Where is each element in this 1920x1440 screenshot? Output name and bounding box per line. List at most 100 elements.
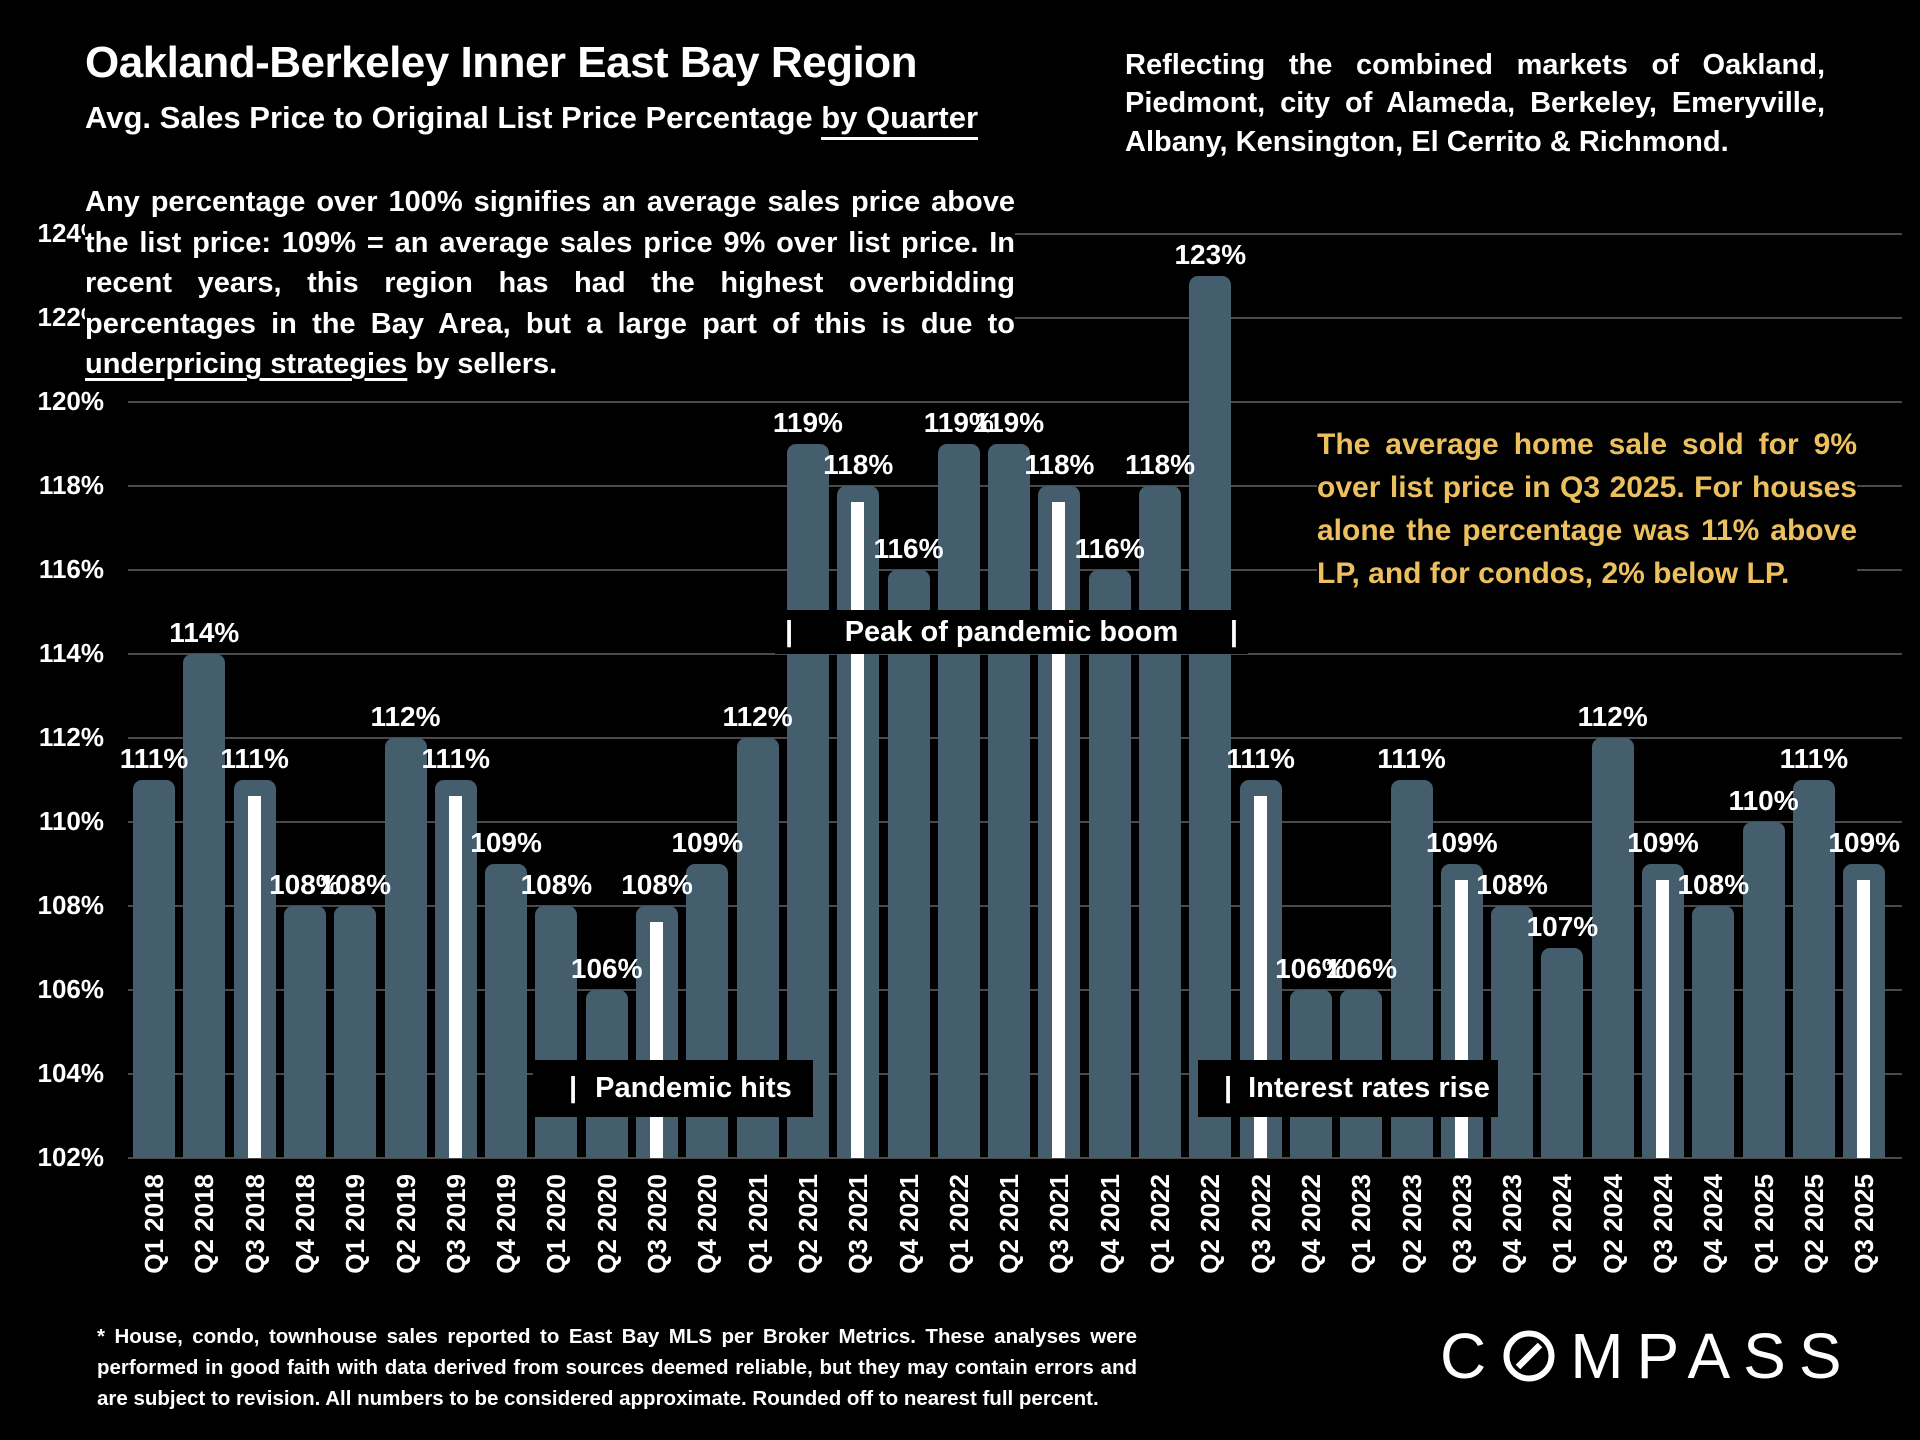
x-axis-tick-label: Q4 2019 bbox=[491, 1174, 522, 1274]
x-axis-tick-label: Q2 2023 bbox=[1396, 1174, 1427, 1274]
bar-q3-2019 bbox=[434, 780, 477, 1158]
bar-value-label: 109% bbox=[470, 827, 542, 858]
q3-highlight-stripe bbox=[1857, 880, 1871, 1158]
gridline-120 bbox=[128, 401, 1902, 403]
bar-q4-2019 bbox=[485, 864, 528, 1158]
bar-q2-2021 bbox=[988, 444, 1031, 1158]
bar-value-label: 111% bbox=[421, 743, 491, 774]
q3-highlight-stripe bbox=[1052, 502, 1066, 1158]
x-axis-tick-label: Q4 2024 bbox=[1698, 1174, 1729, 1274]
x-axis-tick-label: Q1 2019 bbox=[340, 1174, 371, 1274]
logo-letters-mpass: MPASS bbox=[1570, 1320, 1855, 1392]
x-axis-tick-label: Q1 2020 bbox=[541, 1174, 572, 1274]
bar-value-label: 116% bbox=[873, 533, 944, 564]
x-axis-tick-label: Q2 2021 bbox=[994, 1174, 1025, 1274]
x-axis-tick-label: Q2 2022 bbox=[1195, 1174, 1226, 1274]
bar-q2-2021 bbox=[786, 444, 829, 1158]
bar-value-label: 111% bbox=[119, 743, 189, 774]
bar-q4-2023 bbox=[1491, 906, 1534, 1158]
bar-value-label: 119% bbox=[772, 407, 843, 438]
x-axis-tick-label: Q3 2020 bbox=[642, 1174, 672, 1274]
bar-value-label: 109% bbox=[671, 827, 744, 858]
x-axis-tick-label: Q1 2018 bbox=[139, 1174, 169, 1274]
x-axis-tick-label: Q3 2019 bbox=[440, 1174, 471, 1274]
bar-q2-2022 bbox=[1189, 276, 1232, 1158]
annotation-peak-of-pandemic-boom: | Peak of pandemic boom | bbox=[775, 610, 1248, 654]
pipe-marker: | bbox=[1224, 1072, 1233, 1104]
subtitle-text: Avg. Sales Price to Original List Price … bbox=[85, 100, 822, 135]
gridline-124 bbox=[128, 233, 1902, 235]
x-axis-tick-label: Q3 2025 bbox=[1849, 1174, 1880, 1274]
bar-value-label: 108% bbox=[269, 869, 341, 900]
x-axis-tick-label: Q1 2022 bbox=[1145, 1174, 1175, 1274]
x-axis-tick-label: Q3 2022 bbox=[1245, 1174, 1276, 1274]
bar-q1-2019 bbox=[334, 906, 377, 1158]
bar-q2-2025 bbox=[1792, 780, 1835, 1158]
bar-value-label: 111% bbox=[220, 743, 289, 774]
x-axis-tick-label: Q3 2021 bbox=[1044, 1174, 1075, 1274]
y-axis-tick-label: 108% bbox=[37, 890, 105, 920]
bar-q4-2021 bbox=[1088, 570, 1131, 1158]
intro-paragraph: Any percentage over 100% signifies an av… bbox=[85, 182, 1015, 385]
bar-value-label: 106% bbox=[1275, 953, 1347, 984]
bar-q2-2018 bbox=[183, 654, 226, 1158]
bar-q1-2020 bbox=[535, 906, 578, 1158]
bar-q3-2021 bbox=[1038, 486, 1081, 1158]
bar-q1-2018 bbox=[133, 780, 175, 1158]
subtitle-underlined: by Quarter bbox=[821, 100, 979, 140]
x-axis-tick-label: Q3 2018 bbox=[239, 1174, 270, 1274]
x-axis-tick-label: Q2 2025 bbox=[1798, 1174, 1829, 1274]
bar-q3-2020 bbox=[636, 906, 678, 1158]
bar-value-label: 114% bbox=[169, 617, 240, 648]
y-axis-tick-label: 114% bbox=[38, 638, 104, 668]
bar-q3-2021 bbox=[837, 486, 880, 1158]
bar-q4-2024 bbox=[1692, 906, 1735, 1158]
bar-value-label: 109% bbox=[1828, 827, 1900, 858]
bar-q1-2024 bbox=[1541, 948, 1584, 1158]
bar-q3-2025 bbox=[1843, 864, 1886, 1158]
annotation-label: Peak of pandemic boom bbox=[844, 615, 1179, 648]
x-axis-tick-label: Q4 2021 bbox=[893, 1174, 924, 1274]
bar-value-label: 108% bbox=[520, 869, 593, 900]
x-axis-tick-label: Q4 2021 bbox=[1094, 1174, 1125, 1274]
y-axis-tick-label: 112% bbox=[38, 722, 104, 752]
intro-text-after: by sellers. bbox=[407, 348, 558, 381]
bar-q4-2021 bbox=[887, 570, 930, 1158]
chart-subtitle: Avg. Sales Price to Original List Price … bbox=[85, 100, 979, 140]
bar-value-label: 118% bbox=[823, 449, 894, 480]
x-axis-tick-label: Q1 2025 bbox=[1748, 1174, 1779, 1274]
annotation-pandemic-hits: | Pandemic hits bbox=[533, 1060, 813, 1117]
gridline-122 bbox=[128, 317, 1902, 319]
bar-value-label: 108% bbox=[1476, 869, 1548, 900]
footnote-disclaimer: * House, condo, townhouse sales reported… bbox=[97, 1325, 1137, 1410]
bar-value-label: 106% bbox=[1325, 953, 1397, 984]
y-axis-tick-label: 118% bbox=[38, 470, 104, 500]
annotation-label: Pandemic hits bbox=[595, 1072, 792, 1104]
pipe-marker: | bbox=[569, 1072, 578, 1104]
x-axis-tick-label: Q3 2021 bbox=[843, 1174, 874, 1274]
annotation-interest-rates-rise: | Interest rates rise bbox=[1198, 1060, 1498, 1117]
x-axis-tick-label: Q4 2020 bbox=[692, 1174, 723, 1274]
x-axis-tick-label: Q3 2024 bbox=[1648, 1174, 1678, 1274]
x-axis-tick-label: Q1 2024 bbox=[1547, 1174, 1578, 1274]
x-axis-tick-label: Q4 2023 bbox=[1497, 1174, 1528, 1274]
compass-logo: C MPASS bbox=[1440, 1320, 1855, 1392]
q3-highlight-stripe bbox=[851, 502, 865, 1158]
q3-highlight-stripe bbox=[1656, 880, 1669, 1158]
x-axis-tick-label: Q2 2021 bbox=[792, 1174, 823, 1274]
bar-value-label: 110% bbox=[1728, 785, 1799, 816]
x-axis-tick-label: Q2 2019 bbox=[390, 1174, 421, 1274]
bar-value-label: 116% bbox=[1074, 533, 1145, 564]
bar-value-label: 118% bbox=[1024, 449, 1095, 480]
bar-value-label: 107% bbox=[1526, 911, 1599, 942]
intro-text: Any percentage over 100% signifies an av… bbox=[85, 186, 1015, 340]
bar-value-label: 112% bbox=[722, 701, 793, 732]
y-axis-tick-label: 102% bbox=[37, 1142, 105, 1172]
y-axis-tick-label: 106% bbox=[37, 974, 105, 1004]
x-axis-tick-label: Q4 2018 bbox=[289, 1174, 320, 1274]
y-axis-tick-label: 104% bbox=[37, 1058, 105, 1088]
bar-value-label: 111% bbox=[1377, 743, 1446, 774]
y-axis-tick-label: 120% bbox=[37, 386, 105, 416]
page-title: Oakland-Berkeley Inner East Bay Region bbox=[85, 38, 917, 87]
pipe-marker-left: | bbox=[785, 615, 794, 648]
